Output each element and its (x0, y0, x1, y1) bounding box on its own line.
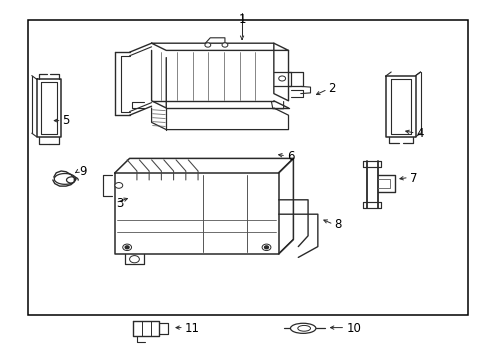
Circle shape (129, 256, 139, 263)
Ellipse shape (297, 325, 310, 331)
Text: 2: 2 (328, 82, 335, 95)
Circle shape (204, 43, 210, 47)
Circle shape (125, 246, 129, 249)
Text: 5: 5 (62, 114, 70, 127)
Text: 1: 1 (238, 13, 245, 26)
Ellipse shape (290, 323, 315, 333)
Circle shape (264, 246, 268, 249)
Circle shape (122, 244, 131, 251)
Text: 7: 7 (409, 172, 416, 185)
Text: 8: 8 (334, 219, 341, 231)
Text: 10: 10 (346, 322, 360, 335)
Circle shape (278, 76, 285, 81)
Text: 11: 11 (184, 322, 200, 335)
Text: 3: 3 (116, 197, 123, 210)
Text: 4: 4 (416, 127, 423, 140)
Text: 9: 9 (79, 165, 86, 178)
Bar (28, 20, 468, 315)
Circle shape (222, 43, 227, 47)
Text: 6: 6 (286, 150, 294, 163)
Circle shape (115, 183, 122, 188)
Circle shape (262, 244, 270, 251)
